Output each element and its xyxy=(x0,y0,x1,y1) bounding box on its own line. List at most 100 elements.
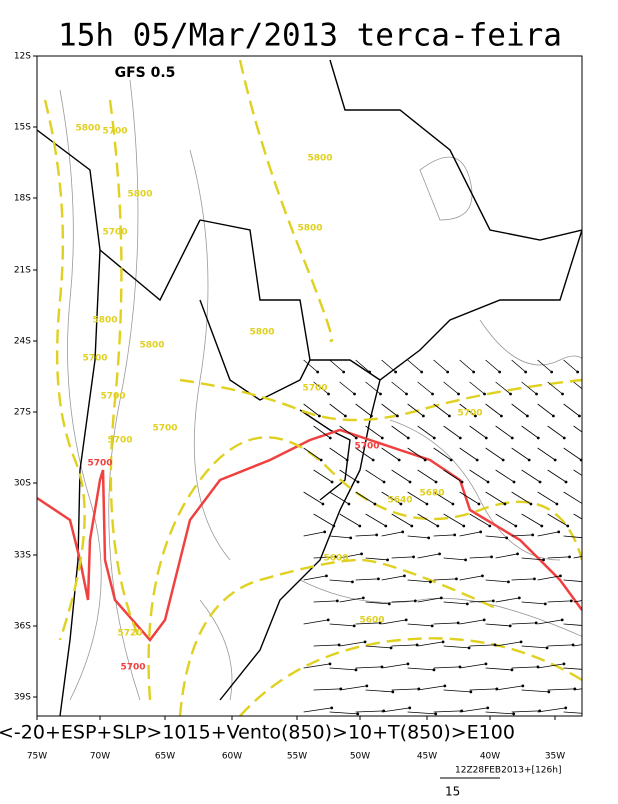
wind-head xyxy=(467,646,471,650)
wind-vector xyxy=(339,553,362,559)
wind-vector xyxy=(485,579,509,583)
wind-vector xyxy=(381,447,400,461)
wind-vector xyxy=(365,557,388,561)
wind-vector xyxy=(365,645,392,649)
wind-head xyxy=(363,640,367,644)
contour-label: 5720 xyxy=(117,629,142,639)
wind-head xyxy=(345,458,349,462)
wind-vector xyxy=(521,601,546,605)
wind-vector xyxy=(537,663,565,669)
wind-vector xyxy=(407,579,431,583)
wind-vector xyxy=(391,688,419,691)
wind-head xyxy=(512,480,516,484)
wind-vector xyxy=(537,491,558,505)
lat-label: 30S xyxy=(14,479,31,489)
wind-vector xyxy=(485,535,507,539)
wind-vector xyxy=(511,710,540,713)
wind-head xyxy=(432,668,436,672)
wind-head xyxy=(508,624,512,628)
wind-vector xyxy=(573,644,582,647)
wind-head xyxy=(377,577,380,581)
wind-head xyxy=(391,690,395,694)
wind-vector xyxy=(407,359,422,373)
wind-vector xyxy=(407,623,433,627)
wind-head xyxy=(527,458,531,462)
lat-label: 18S xyxy=(14,194,31,204)
wind-vector xyxy=(537,359,552,373)
wind-head xyxy=(538,480,542,484)
contour-label: 5700 xyxy=(107,436,132,446)
wind-head xyxy=(484,662,488,666)
wind-head xyxy=(569,599,573,603)
wind-head xyxy=(524,370,528,374)
wind-head xyxy=(403,574,406,578)
wind-vector xyxy=(417,469,437,483)
wind-vector xyxy=(485,667,512,671)
wind-vector xyxy=(511,666,538,669)
wind-head xyxy=(360,552,363,556)
wind-vector xyxy=(485,403,502,417)
wind-vector xyxy=(563,535,582,539)
wind-head xyxy=(589,669,591,671)
wind-vector xyxy=(443,469,463,483)
wind-head xyxy=(501,458,505,462)
wind-vector xyxy=(417,685,445,691)
contour-label: 5700 xyxy=(100,392,125,402)
wind-vector xyxy=(391,644,418,647)
wind-head xyxy=(443,684,447,688)
wind-vector xyxy=(355,447,374,461)
wind-vector xyxy=(407,711,436,715)
wind-head xyxy=(547,690,551,694)
wind-head xyxy=(401,530,405,534)
wind-head xyxy=(328,662,332,666)
wind-vector xyxy=(563,667,582,670)
wind-vector xyxy=(433,710,462,713)
wind-vector xyxy=(329,711,358,715)
lat-label: 27S xyxy=(14,408,31,418)
wind-head xyxy=(551,414,555,418)
wind-head xyxy=(525,414,529,418)
wind-head xyxy=(343,414,347,418)
wind-vector xyxy=(365,689,393,693)
wind-head xyxy=(564,706,568,710)
wind-vector xyxy=(495,469,515,483)
wind-vector xyxy=(381,359,396,373)
wind-head xyxy=(458,436,462,440)
wind-head xyxy=(577,414,581,418)
wind-vector xyxy=(433,622,459,625)
wind-vector xyxy=(521,689,549,693)
wind-vector xyxy=(417,553,440,559)
wind-head xyxy=(560,618,564,622)
wind-vector xyxy=(521,469,541,483)
wind-vector xyxy=(469,556,492,559)
wind-head xyxy=(439,596,443,600)
wind-head xyxy=(576,370,580,374)
wind-vector xyxy=(381,491,402,505)
wind-head xyxy=(512,712,516,716)
wind-vector xyxy=(537,707,566,713)
wind-head xyxy=(510,436,514,440)
wind-head xyxy=(595,553,597,555)
wind-vector xyxy=(573,469,582,476)
wind-head xyxy=(352,624,356,628)
wind-vector xyxy=(443,513,465,527)
contour-label: 5800 xyxy=(139,341,164,351)
wind-vector xyxy=(365,513,387,527)
contour-label: 5600 xyxy=(323,554,348,564)
wind-head xyxy=(397,458,401,462)
wind-head xyxy=(451,502,455,506)
wind-head xyxy=(456,621,460,625)
wind-vector xyxy=(511,491,532,505)
wind-vector xyxy=(573,513,582,520)
wind-head xyxy=(486,480,490,484)
wind-vector xyxy=(433,491,454,505)
wind-head xyxy=(356,712,360,716)
wind-head xyxy=(491,599,495,603)
wind-head xyxy=(453,533,457,537)
wind-head xyxy=(326,618,330,622)
wind-head xyxy=(429,580,432,584)
wind-vector xyxy=(443,557,466,561)
wind-vector xyxy=(303,491,324,505)
wind-vector xyxy=(511,359,526,373)
lon-label: 40W xyxy=(480,752,500,762)
